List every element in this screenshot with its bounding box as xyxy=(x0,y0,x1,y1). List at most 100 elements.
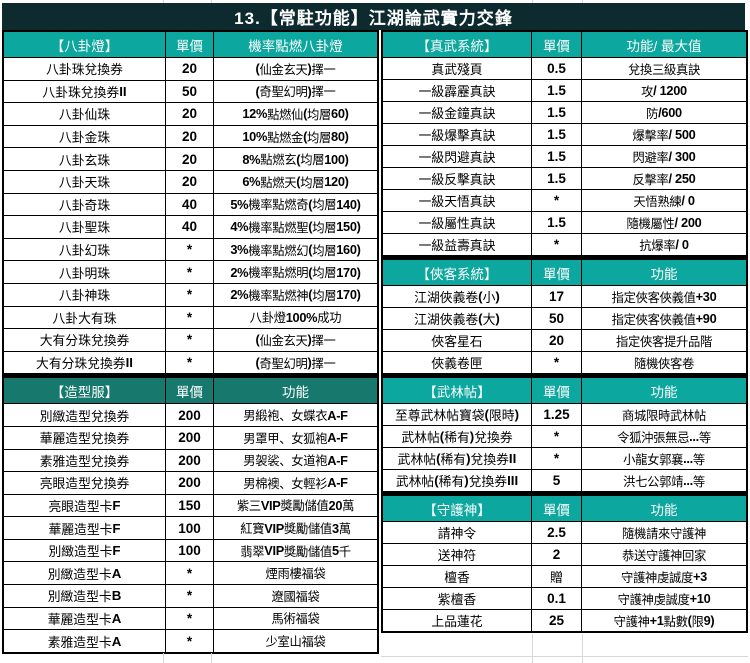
function-cell: 少室山福袋 xyxy=(213,630,377,652)
price-cell: * xyxy=(165,238,213,261)
item-name-cell: 真武殘頁 xyxy=(431,62,483,77)
item-name-cell: 檀香 xyxy=(444,570,470,585)
item-name-cell: 別緻造型卡 A xyxy=(47,565,122,582)
table-row: 八卦神珠 * 2% 機率點燃神(均層 170) xyxy=(4,282,377,306)
function-cell: 隨機請來守護神 xyxy=(581,522,746,543)
price-cell: * xyxy=(531,352,581,373)
price-cell: 40 xyxy=(165,193,213,216)
function-cell: 令狐沖 張無忌... 等 xyxy=(581,426,746,447)
item-name-cell: 江湖俠義卷(大) xyxy=(414,311,500,327)
price-cell: * xyxy=(165,607,213,630)
item-name-cell: 一級屬性真訣 xyxy=(418,216,496,231)
right-table: 【真武系統】 單價 功能/ 最大值 真武殘頁 0.5 兌換三級真訣 一級霹靂真訣 1.5 攻 / … xyxy=(381,30,748,633)
function-cell: 2% 機率點燃神(均層 170) xyxy=(213,283,377,306)
section-costume: 【造型服】 單價 功能 別緻造型兌換券 200 男緞袍、女蝶衣 A-F 華麗造型兌換券 200… xyxy=(2,375,379,654)
price-header: 單價 xyxy=(531,260,581,285)
function-header: 功能/ 最大值 xyxy=(581,32,746,57)
section-zhenwu-system: 【真武系統】 單價 功能/ 最大值 真武殘頁 0.5 兌換三級真訣 一級霹靂真訣 1.5 攻 / … xyxy=(381,30,748,257)
function-cell: 洪七公 郭靖... 等 xyxy=(581,470,746,491)
function-cell: 3% 機率點燃幻(均層 160) xyxy=(213,238,377,261)
price-cell: 20 xyxy=(165,170,213,193)
price-cell: 200 xyxy=(165,404,213,426)
section-title: 【真武系統】 xyxy=(416,38,498,54)
section-header-row: 【造型服】 單價 功能 xyxy=(4,378,377,404)
table-row: 武林帖(稀有) 兌換券 II * 小龍女 郭襄... 等 xyxy=(383,447,746,469)
function-cell: 小龍女 郭襄... 等 xyxy=(581,448,746,469)
table-row: 大有分珠兌換券 II *(奇聖幻明) 擇一 xyxy=(4,350,377,374)
function-cell: 馬術福袋 xyxy=(213,607,377,630)
item-name-cell: 江湖俠義卷(小) xyxy=(414,289,500,305)
function-cell: 攻/ 1200 xyxy=(581,80,746,101)
price-cell: 20 xyxy=(165,148,213,170)
table-row: 八卦天珠 20 6% 點燃天(均層 120) xyxy=(4,169,377,193)
function-cell: 煙雨樓福袋 xyxy=(213,562,377,585)
function-cell: 指定俠客 俠義值 +30 xyxy=(581,286,746,307)
table-row: 八卦金珠 20 10% 點燃金(均層 80) xyxy=(4,124,377,148)
function-cell: 守護神虔誠度 +10 xyxy=(581,588,746,609)
price-cell: 40 xyxy=(165,216,213,238)
function-cell: (仙金玄天) 擇一 xyxy=(213,329,377,351)
price-cell: 17 xyxy=(531,286,581,307)
item-name-cell: 八卦明珠 xyxy=(58,265,111,281)
table-row: 亮眼造型卡 F 150 紫三 VIP 獎勵 儲值 20 萬 xyxy=(4,493,377,517)
gridline xyxy=(211,653,212,663)
function-cell: 10% 點燃金(均層 80) xyxy=(213,125,377,148)
price-cell: * xyxy=(165,585,213,607)
price-cell: 200 xyxy=(165,472,213,494)
price-cell: 25 xyxy=(531,610,581,631)
price-cell: * xyxy=(531,234,581,255)
function-cell: 防/600 xyxy=(581,102,746,123)
table-row: 八卦玄珠 20 8% 點燃玄(均層 100) xyxy=(4,147,377,170)
table-row: 八卦珠兌換券 20(仙金玄天) 擇一 xyxy=(4,57,377,80)
function-header: 功能 xyxy=(581,260,746,285)
table-row: 八卦珠兌換券 II 50(奇聖幻明) 擇一 xyxy=(4,79,377,103)
table-row: 別緻造型卡 B * 遼國福袋 xyxy=(4,584,377,607)
table-row: 八卦明珠 * 2% 機率點燃明(均層 170) xyxy=(4,260,377,283)
item-name-cell: 華麗造型卡 A xyxy=(47,610,122,627)
table-row: 素雅造型兌換券 200 男袈裟、女道袍 A-F xyxy=(4,448,377,472)
item-name-cell: 一級閃避真訣 xyxy=(418,150,496,165)
item-name-cell: 武林帖(稀有) 兌換券 II xyxy=(397,451,517,467)
price-cell: 1.5 xyxy=(531,146,581,167)
function-cell: 爆擊率/ 500 xyxy=(581,124,746,145)
table-row: 大有分珠兌換券 *(仙金玄天) 擇一 xyxy=(4,328,377,351)
gridline xyxy=(582,0,583,3)
function-cell: (奇聖幻明) 擇一 xyxy=(213,351,377,374)
function-cell: 4% 機率點燃聖(均層 150) xyxy=(213,216,377,238)
table-row: 八卦仙珠 20 12% 點燃仙(均層 60) xyxy=(4,102,377,125)
item-name-cell: 素雅造型兌換券 xyxy=(39,453,130,469)
function-cell: 守護神 +1 點數(限 9) xyxy=(581,610,746,631)
function-cell: 隨機俠客卷 xyxy=(581,352,746,373)
table-row: 八卦大有珠 * 八卦燈 100% 成功 xyxy=(4,305,377,329)
table-row: 俠義卷匣 * 隨機俠客卷 xyxy=(383,351,746,373)
price-cell: 0.1 xyxy=(531,588,581,609)
table-row: 檀香 贈守護神虔誠度 +3 xyxy=(383,565,746,587)
function-cell: 男棉襖、女輕衫 A-F xyxy=(213,472,377,494)
gridline xyxy=(211,0,212,3)
item-name-cell: 素雅造型卡 A xyxy=(47,633,122,650)
table-row: 別緻造型卡 A * 煙雨樓福袋 xyxy=(4,561,377,585)
function-cell: (奇聖幻明) 擇一 xyxy=(213,80,377,103)
section-header-row: 【真武系統】 單價 功能/ 最大值 xyxy=(383,32,746,57)
item-name-cell: 八卦幻珠 xyxy=(58,243,111,259)
item-name-cell: 一級天悟真訣 xyxy=(418,194,496,209)
price-cell: 5 xyxy=(531,470,581,491)
function-cell: 12% 點燃仙(均層 60) xyxy=(213,103,377,125)
function-cell: 指定俠客 提升品階 xyxy=(581,330,746,351)
section-header-row: 【八卦燈】 單價 機率點燃八卦燈 xyxy=(4,32,377,57)
price-cell: 1.5 xyxy=(531,212,581,233)
price-header: 單價 xyxy=(165,378,213,404)
item-name-cell: 武林帖(稀有) 兌換券 III xyxy=(395,473,519,489)
item-name-cell: 八卦仙珠 xyxy=(58,107,111,123)
price-cell: * xyxy=(165,351,213,374)
item-name-cell: 送神符 xyxy=(437,548,477,563)
table-row: 別緻造型卡 F 100 翡翠 VIP 獎勵 儲值 5 千 xyxy=(4,538,377,562)
function-cell: 紫三 VIP 獎勵 儲值 20 萬 xyxy=(213,494,377,517)
item-name-cell: 別緻造型卡 B xyxy=(47,588,122,605)
price-cell: 200 xyxy=(165,426,213,449)
gridline xyxy=(582,634,583,663)
item-name-cell: 上品蓮花 xyxy=(431,614,483,629)
section-xiake-system: 【俠客系統】 單價 功能 江湖俠義卷(小) 17 指定俠客 俠義值 +30 江湖俠義卷(大) 5… xyxy=(381,257,748,375)
item-name-cell: 一級霹靂真訣 xyxy=(418,84,496,99)
